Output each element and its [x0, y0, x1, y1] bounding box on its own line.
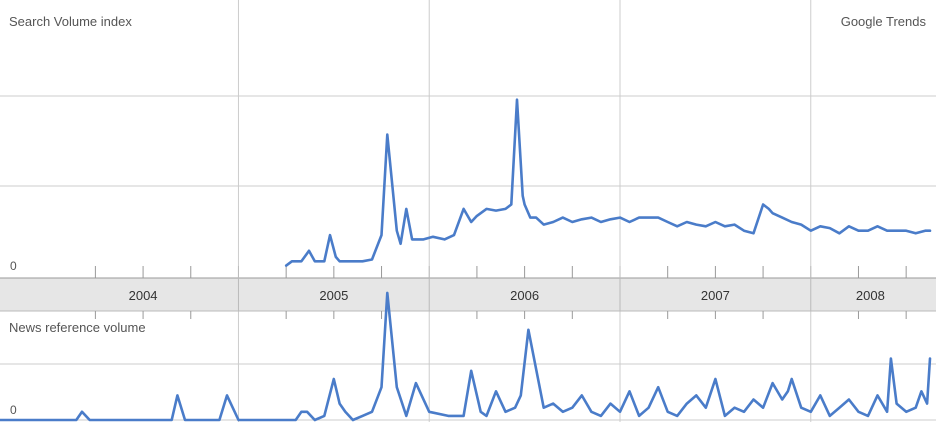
year-label-2008: 2008	[856, 288, 885, 303]
news-y-tick-zero: 0	[10, 403, 17, 417]
search-volume-title: Search Volume index	[9, 14, 132, 29]
year-label-2007: 2007	[701, 288, 730, 303]
axis-band-bg	[0, 278, 936, 311]
year-label-2004: 2004	[129, 288, 158, 303]
year-label-2005: 2005	[319, 288, 348, 303]
search-volume-line	[284, 98, 932, 267]
search-y-tick-zero: 0	[10, 259, 17, 273]
google-trends-label: Google Trends	[841, 14, 927, 29]
year-axis-band	[0, 266, 936, 319]
year-labels: 2004 2005 2006 2007 2008	[129, 288, 885, 303]
news-volume-line	[0, 291, 932, 422]
series-lines	[0, 98, 932, 422]
year-label-2006: 2006	[510, 288, 539, 303]
news-volume-title: News reference volume	[9, 320, 146, 335]
